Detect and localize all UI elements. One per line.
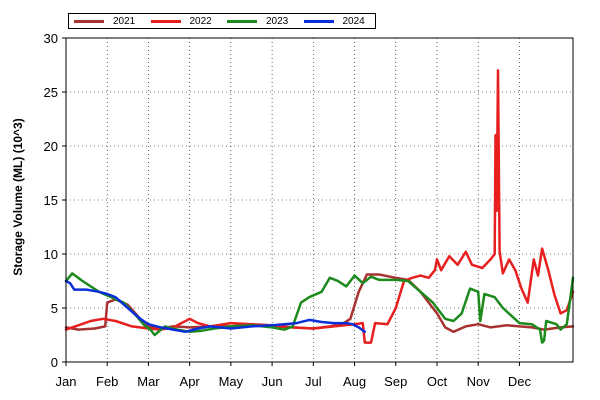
grid-lines xyxy=(66,38,573,362)
x-tick-label: Sep xyxy=(384,374,407,389)
x-tick-label: Feb xyxy=(96,374,118,389)
legend-label-2021: 2021 xyxy=(113,15,136,27)
x-tick-label: Jun xyxy=(262,374,283,389)
legend-swatch-2024 xyxy=(303,19,334,23)
series-lines xyxy=(64,69,575,344)
x-tick-label: Nov xyxy=(467,374,491,389)
legend-swatch-2021 xyxy=(74,19,104,23)
x-tick-label: Apr xyxy=(180,374,201,389)
series-line-2022 xyxy=(64,69,575,344)
x-tick-label: Jan xyxy=(56,374,77,389)
series-line-2023 xyxy=(64,272,575,344)
legend-swatch-2022 xyxy=(150,19,181,23)
y-axis-label: Storage Volume (ML) (10^3) xyxy=(11,118,25,276)
x-tick-label: Jul xyxy=(305,374,322,389)
y-tick-label: 15 xyxy=(44,193,58,208)
x-tick-label: Oct xyxy=(427,374,448,389)
legend-label-2022: 2022 xyxy=(189,15,212,27)
legend-item-2021: 2021 xyxy=(69,16,146,27)
legend-item-2022: 2022 xyxy=(146,16,223,27)
x-tick-label: May xyxy=(219,374,244,389)
x-axis: Jan Feb Mar Apr May Jun Jul Aug Sep Oct Nov Dec xyxy=(56,362,532,389)
x-tick-label: Mar xyxy=(137,374,160,389)
legend-label-2023: 2023 xyxy=(266,15,289,27)
legend-swatch-2023 xyxy=(227,19,257,23)
series-line-2024 xyxy=(64,279,367,334)
x-tick-label: Dec xyxy=(508,374,532,389)
y-tick-label: 20 xyxy=(44,139,58,154)
y-axis: 0 5 10 15 20 25 30 xyxy=(44,31,66,370)
legend-label-2024: 2024 xyxy=(342,15,365,27)
y-tick-label: 30 xyxy=(44,31,58,46)
y-tick-label: 5 xyxy=(51,301,58,316)
x-tick-label: Aug xyxy=(343,374,366,389)
y-tick-label: 25 xyxy=(44,85,58,100)
y-tick-label: 0 xyxy=(51,355,58,370)
legend-item-2023: 2023 xyxy=(222,16,299,27)
y-tick-label: 10 xyxy=(44,247,58,262)
legend: 2021 2022 2023 2024 xyxy=(68,13,376,29)
legend-item-2024: 2024 xyxy=(299,16,376,27)
